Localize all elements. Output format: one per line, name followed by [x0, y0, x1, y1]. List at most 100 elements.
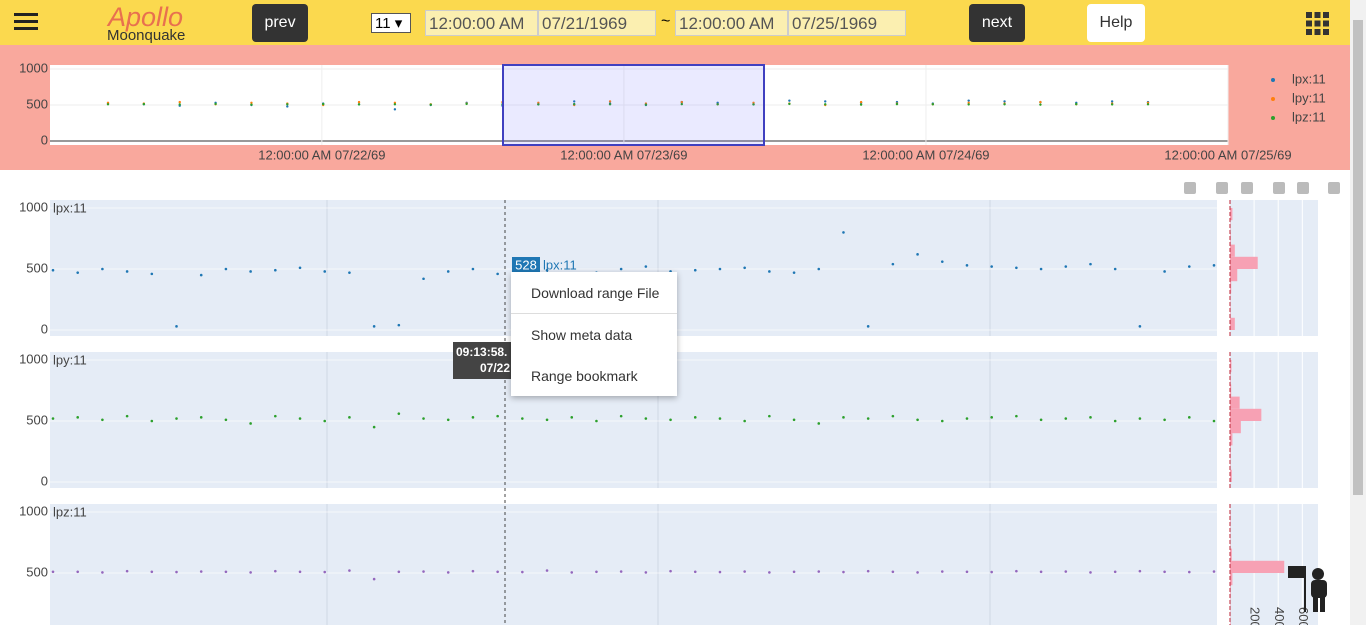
- point: [916, 253, 919, 256]
- point: [817, 267, 821, 271]
- point: [357, 103, 361, 106]
- brand[interactable]: Apollo: [108, 2, 184, 32]
- point: [595, 419, 598, 423]
- point: [150, 419, 154, 423]
- point: [178, 100, 181, 104]
- point: [76, 271, 80, 274]
- point: [768, 571, 771, 574]
- hist-bar: [1230, 421, 1241, 434]
- point: [249, 571, 252, 574]
- next-button[interactable]: next: [969, 4, 1025, 42]
- hist-bar: [1230, 256, 1258, 269]
- legend-marker: [1271, 78, 1275, 82]
- prev-button[interactable]: prev: [252, 4, 308, 42]
- menu-icon[interactable]: [14, 12, 38, 32]
- y-tick-label: 1000: [19, 503, 48, 518]
- y-tick-label: 0: [41, 321, 48, 336]
- hist-bar: [1230, 560, 1285, 573]
- point: [199, 570, 203, 573]
- point: [397, 570, 401, 574]
- point: [788, 99, 791, 102]
- point: [842, 231, 845, 234]
- header: Apollo Moonquake prev 11 ▾ 12:00:00 AM 0…: [0, 0, 1366, 45]
- point: [1212, 264, 1216, 267]
- point: [669, 569, 672, 573]
- point: [608, 103, 612, 106]
- point: [680, 100, 683, 104]
- point: [718, 267, 722, 271]
- point: [1039, 570, 1043, 574]
- point: [1039, 418, 1043, 422]
- point: [680, 102, 683, 106]
- point: [274, 268, 277, 272]
- start-date[interactable]: 07/21/1969: [538, 10, 656, 36]
- scrollbar[interactable]: [1350, 0, 1366, 625]
- menu-item[interactable]: Download range File: [531, 285, 660, 301]
- point: [965, 417, 969, 420]
- apps-icon[interactable]: [1306, 12, 1329, 35]
- point: [178, 103, 181, 106]
- point: [175, 570, 178, 574]
- point: [669, 418, 672, 422]
- point: [1064, 417, 1068, 420]
- help-button[interactable]: Help: [1087, 4, 1145, 42]
- point: [824, 100, 827, 103]
- legend-entry: lpx:11: [1292, 71, 1326, 86]
- station-select[interactable]: 11 ▾: [371, 13, 411, 33]
- hist-bar: [1230, 208, 1233, 221]
- point: [990, 265, 993, 268]
- point: [471, 267, 475, 271]
- hist-bar: [1230, 317, 1235, 330]
- end-date[interactable]: 07/25/1969: [788, 10, 906, 36]
- hist-bar: [1230, 396, 1240, 409]
- point: [249, 270, 252, 273]
- point: [967, 103, 970, 106]
- point: [1089, 262, 1092, 266]
- point: [348, 569, 351, 572]
- point: [817, 422, 821, 425]
- hist-bar: [1230, 269, 1238, 282]
- point: [1187, 416, 1191, 419]
- point: [965, 264, 969, 267]
- menu-item[interactable]: Range bookmark: [531, 368, 638, 384]
- point: [752, 103, 755, 106]
- menu-item[interactable]: Show meta data: [531, 327, 633, 343]
- point: [348, 416, 351, 419]
- point: [142, 102, 146, 106]
- point: [1146, 103, 1150, 106]
- toolbar-icon: [1241, 182, 1253, 194]
- point: [393, 103, 397, 106]
- point: [990, 570, 993, 574]
- point: [1212, 570, 1216, 573]
- hover-date: 07/22: [480, 361, 510, 375]
- point: [321, 102, 325, 106]
- point: [545, 569, 549, 572]
- point: [422, 570, 425, 573]
- end-time[interactable]: 12:00:00 AM: [675, 10, 788, 36]
- point: [397, 323, 401, 327]
- y-tick-label: 1000: [19, 199, 48, 214]
- point: [824, 103, 827, 106]
- point: [965, 570, 969, 574]
- point: [199, 273, 203, 277]
- point: [1089, 571, 1092, 574]
- point: [199, 416, 203, 419]
- toolbar-icon: [1273, 182, 1285, 194]
- point: [1003, 103, 1006, 106]
- point: [619, 267, 623, 271]
- point: [1015, 414, 1018, 418]
- y-tick-label: 1000: [19, 351, 48, 366]
- point: [150, 272, 154, 276]
- point: [249, 422, 252, 425]
- point: [644, 417, 648, 420]
- point: [286, 103, 289, 106]
- start-time[interactable]: 12:00:00 AM: [425, 10, 538, 36]
- y-tick-label: 500: [26, 260, 48, 275]
- point: [496, 414, 499, 418]
- x-tick-label: 200: [1248, 607, 1263, 625]
- hist-bar: [1230, 433, 1233, 446]
- point: [496, 570, 499, 574]
- point: [1015, 266, 1018, 270]
- point: [743, 570, 746, 573]
- point: [76, 570, 80, 574]
